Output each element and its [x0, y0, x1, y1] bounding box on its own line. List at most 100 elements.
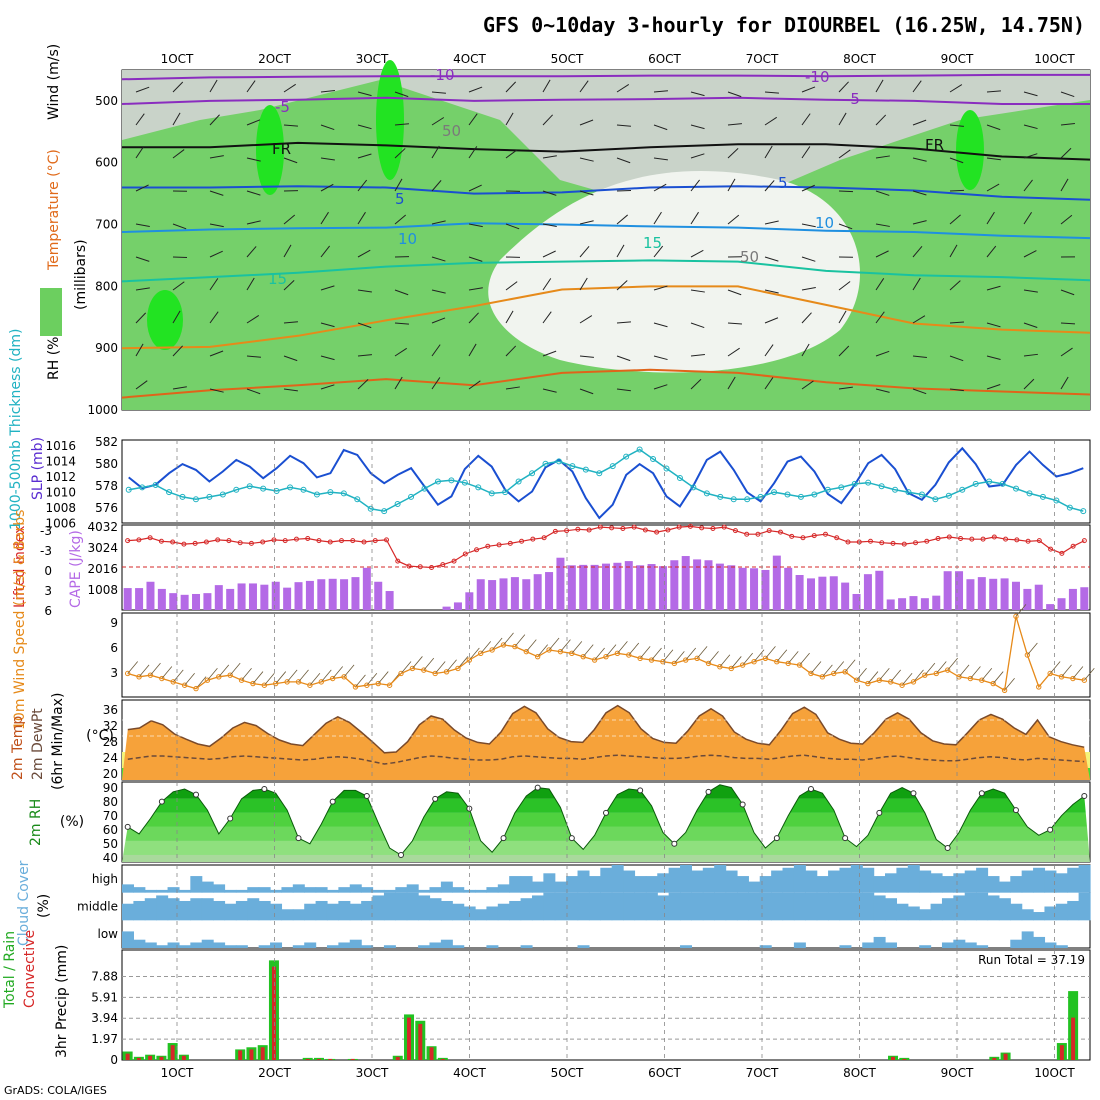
cloud-cell [133, 939, 146, 948]
wind-barb [505, 223, 520, 230]
wind-barb [764, 377, 774, 390]
wind-barb [394, 91, 409, 98]
rh-point [603, 809, 609, 816]
dewpoint-line [127, 754, 1085, 765]
rh-point [978, 790, 985, 797]
cloud-cell [600, 867, 613, 893]
cloud-cell [235, 889, 248, 893]
wind-barb [1060, 347, 1073, 357]
cloud-cell [509, 876, 522, 893]
wind-barb-10m [1049, 661, 1061, 674]
wind-barb [542, 250, 556, 258]
wind-speed-line [127, 616, 1085, 692]
cloud-cell [998, 881, 1011, 893]
rh-point [637, 787, 644, 794]
wind-barb-10m [970, 666, 981, 679]
cloud-cell [930, 903, 943, 921]
cape-bar [1046, 604, 1055, 610]
wind-barb [135, 146, 145, 159]
wind-barb [320, 285, 335, 291]
rh-point [500, 835, 507, 842]
cape-bar [533, 574, 542, 610]
wind-barb-10m [879, 667, 890, 681]
wind-barb [579, 190, 594, 196]
cape-bar [192, 593, 201, 610]
cloud-cell [1055, 873, 1068, 893]
cloud-level-label: low [98, 927, 119, 941]
cloud-cell [475, 909, 488, 921]
wind-barb-10m [628, 642, 640, 656]
wind-barb [209, 350, 224, 357]
cloud-cell [201, 939, 214, 948]
cloud-cell [326, 889, 339, 893]
cloud-cell [1044, 906, 1057, 921]
lifted-tick-label: 6 [44, 604, 52, 618]
cloud-cell [623, 870, 636, 893]
wind-barb [838, 149, 851, 159]
cloud-cell [520, 876, 533, 893]
cloud-cell [292, 945, 305, 948]
wind-barb [542, 388, 557, 393]
bottom-day-label: 9OCT [941, 1066, 974, 1080]
wind-barb [875, 388, 890, 393]
cloud-cell [156, 895, 169, 921]
bottom-day-label: 10OCT [1034, 1066, 1075, 1080]
cloud-cell [520, 945, 533, 948]
lifted-label: Lifted Index [12, 526, 28, 608]
cape-bar [715, 563, 724, 610]
wind-barb [505, 310, 514, 324]
cloud-cell [543, 892, 556, 921]
wind-barb [394, 322, 409, 325]
cloud-cell [588, 892, 601, 921]
wind-barb [912, 388, 927, 395]
cape-bar [624, 561, 633, 610]
wind-barb [912, 80, 922, 93]
wind-barb [875, 190, 890, 196]
cape-bar [909, 596, 918, 610]
cloud-cell [828, 870, 841, 893]
cloud-cell [793, 892, 806, 921]
cloud-cell [816, 892, 829, 921]
cloud-ylabel: Cloud Cover (%) [16, 860, 52, 946]
isotherm-line [121, 285, 1091, 350]
precip-convective-bar [159, 1056, 164, 1060]
isotherm-line [121, 96, 1090, 105]
rh-point [1081, 793, 1088, 800]
wind-barb [357, 354, 372, 357]
wind-barb [394, 148, 406, 159]
rh-label: RH (%) [46, 331, 62, 380]
precip-convective-bar [305, 1058, 310, 1060]
wind10m-label: 10m Wind Speed (m/s) & Barbs [12, 510, 28, 730]
lifted-point [1070, 543, 1076, 549]
cloud-cell [167, 942, 180, 948]
cloud-cell [839, 867, 852, 893]
wind-barb [1060, 322, 1076, 325]
dewpt2m-label: 2m DewPt [30, 708, 46, 780]
wind-barb [505, 345, 517, 357]
run-total-label: Run Total = 37.19 [978, 953, 1085, 967]
wind-barb [653, 211, 662, 225]
top-day-label: 4OCT [453, 52, 486, 66]
wind-barb-10m [958, 664, 970, 678]
cloud-cell [1021, 931, 1034, 948]
rh-point [1012, 807, 1019, 814]
wind-barb [912, 190, 927, 196]
temp-tick-label: 24 [103, 751, 118, 765]
cloud-cell [1033, 867, 1046, 893]
wind-barb [394, 376, 403, 390]
precip-convective-bar [316, 1058, 321, 1060]
cloud-cell [816, 876, 829, 893]
cloud-cell [258, 887, 271, 893]
rh-legend-swatch [40, 288, 62, 336]
cape-bar [1080, 587, 1089, 610]
cloud-cell [418, 945, 431, 948]
rh-point [363, 793, 370, 800]
wind-barb [949, 244, 958, 258]
thickness-point [636, 446, 643, 453]
cape-bar [613, 562, 622, 610]
wind-barb [246, 246, 257, 258]
rh-shading-saturated [956, 110, 984, 190]
wind-barb [838, 190, 854, 193]
wind-barb [690, 249, 704, 258]
wind-barb [320, 384, 335, 390]
